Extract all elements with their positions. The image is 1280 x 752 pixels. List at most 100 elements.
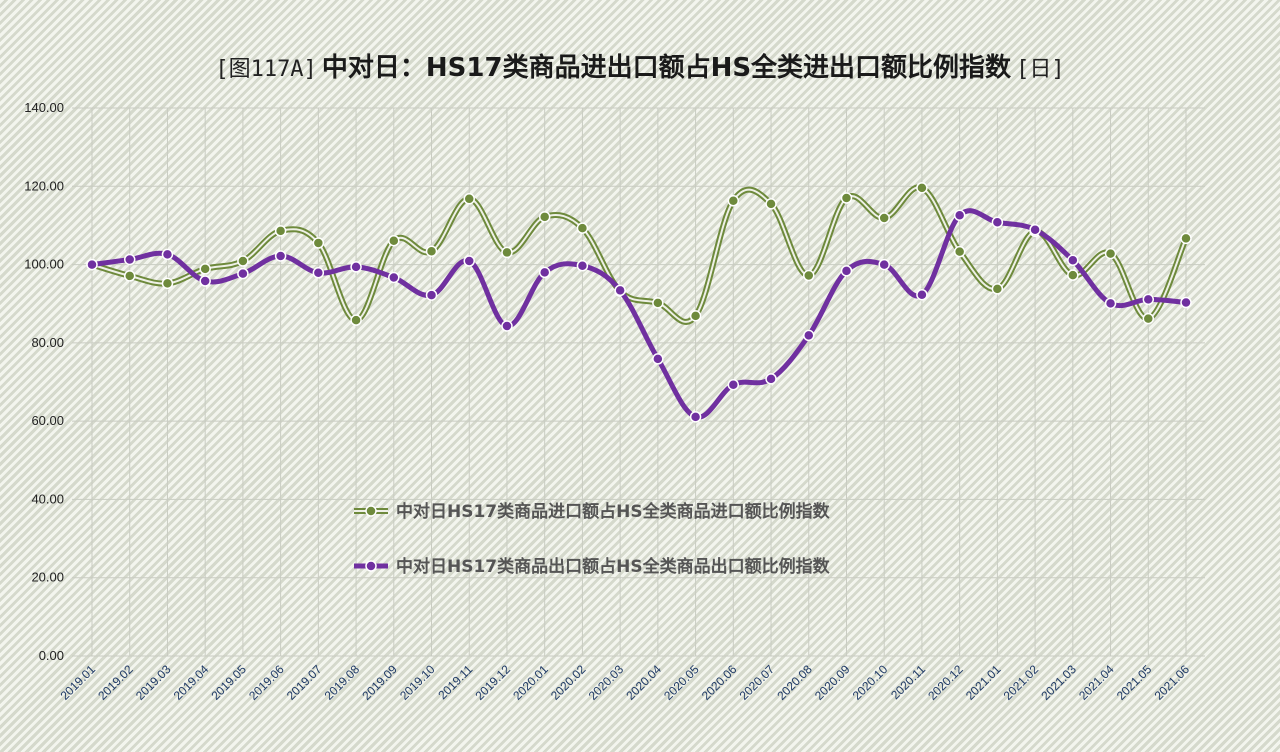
x-tick-label: 2021.01 [963, 662, 1004, 703]
data-point [538, 266, 551, 279]
x-tick-label: 2020.07 [737, 662, 778, 703]
data-point [614, 284, 626, 297]
x-tick-label: 2020.01 [510, 662, 551, 703]
legend-item-export: 中对日HS17类商品出口额占HS全类商品出口额比例指数 [354, 556, 831, 577]
data-point [463, 193, 475, 205]
series-line-outer [89, 184, 1189, 325]
data-point [123, 270, 136, 282]
x-tick-label: 2020.04 [623, 662, 664, 703]
data-point [991, 283, 1004, 295]
data-point [991, 216, 1004, 229]
x-tick-label: 2019.08 [322, 662, 363, 703]
x-tick-label: 2020.10 [850, 662, 891, 703]
x-tick-label: 2019.02 [95, 662, 136, 703]
data-point [1067, 269, 1079, 281]
data-point [1142, 312, 1155, 325]
data-point [501, 320, 513, 332]
chart-title: [图117A] 中对日：HS17类商品进出口额占HS全类进出口额比例指数 [日] [215, 52, 1064, 83]
legend-marker-export [365, 560, 377, 572]
data-point [350, 314, 362, 326]
series-lines [86, 182, 1192, 423]
data-point [652, 353, 664, 365]
data-point [463, 255, 475, 267]
x-tick-label: 2020.05 [661, 662, 702, 703]
data-point [878, 212, 890, 224]
legend-label-import: 中对日HS17类商品进口额占HS全类商品进口额比例指数 [396, 501, 831, 522]
data-point [538, 211, 551, 223]
y-tick-label: 100.00 [24, 257, 64, 272]
x-tick-label: 2020.06 [699, 662, 740, 703]
legend: 中对日HS17类商品进口额占HS全类商品进口额比例指数 中对日HS17类商品出口… [354, 501, 831, 577]
x-tick-label: 2020.11 [888, 662, 928, 702]
x-tick-label: 2019.06 [246, 662, 287, 703]
data-point [388, 234, 400, 247]
x-tick-label: 2020.12 [925, 662, 966, 703]
data-point [1142, 293, 1155, 306]
x-tick-label: 2019.10 [397, 662, 438, 703]
data-point [765, 373, 777, 385]
x-axis-ticks: 2019.012019.022019.032019.042019.052019.… [58, 662, 1193, 703]
x-tick-label: 2019.04 [171, 662, 212, 703]
title-prefix: [图117A] [215, 57, 316, 82]
y-tick-label: 80.00 [31, 335, 64, 350]
legend-label-export: 中对日HS17类商品出口额占HS全类商品出口额比例指数 [396, 556, 831, 577]
data-point [916, 288, 928, 301]
data-point [1029, 223, 1041, 236]
y-tick-label: 120.00 [24, 178, 64, 193]
x-tick-label: 2020.08 [774, 662, 815, 703]
data-point [953, 245, 966, 258]
x-tick-label: 2021.03 [1038, 662, 1079, 703]
data-point [689, 310, 702, 322]
data-point [727, 378, 740, 391]
data-point [237, 267, 249, 280]
data-point [312, 267, 325, 279]
x-tick-label: 2020.09 [812, 662, 853, 703]
data-point [953, 209, 966, 222]
data-point [199, 275, 211, 287]
data-point [1180, 296, 1192, 309]
data-point [425, 245, 438, 258]
y-tick-label: 140.00 [24, 100, 64, 115]
data-point [237, 255, 249, 267]
data-point [803, 269, 815, 282]
data-point [161, 277, 174, 290]
x-tick-label: 2019.12 [473, 662, 514, 703]
data-point [274, 250, 287, 262]
data-point [689, 411, 702, 423]
data-point [1067, 254, 1079, 267]
legend-marker-import [365, 505, 377, 517]
legend-item-import: 中对日HS17类商品进口额占HS全类商品进口额比例指数 [354, 501, 831, 522]
data-point [274, 225, 287, 237]
data-point [652, 297, 664, 309]
data-point [878, 258, 890, 271]
x-tick-label: 2019.05 [208, 662, 249, 703]
data-point [501, 246, 513, 259]
data-point [840, 265, 853, 277]
x-tick-label: 2019.03 [133, 662, 174, 703]
svg-text:[图117A] 中对日：HS17类商品进出口: [图117A] 中对日：HS17类商品进出口额占HS全类进出口额比例指数 [日] [215, 52, 1064, 83]
x-tick-label: 2021.06 [1152, 662, 1193, 703]
x-tick-label: 2019.11 [435, 662, 475, 702]
data-point [312, 237, 325, 249]
data-point [1180, 232, 1192, 245]
y-tick-label: 40.00 [31, 491, 64, 506]
y-tick-label: 0.00 [39, 648, 64, 663]
series-export [86, 208, 1192, 423]
title-main: 中对日：HS17类商品进出口额占HS全类进出口额比例指数 [322, 52, 1012, 83]
x-tick-label: 2020.03 [586, 662, 627, 703]
x-tick-label: 2019.07 [284, 662, 325, 703]
data-point [123, 253, 136, 266]
data-point [161, 248, 174, 261]
data-point [1104, 297, 1117, 310]
y-tick-label: 20.00 [31, 570, 64, 585]
data-point [199, 263, 211, 275]
data-point [576, 222, 589, 234]
data-point [576, 259, 589, 272]
data-point [388, 271, 400, 284]
data-point [840, 192, 853, 204]
y-axis-ticks: 0.00 20.00 40.00 60.00 80.00 100.00 120.00 140.… [24, 100, 64, 663]
data-point [350, 261, 362, 273]
data-point [765, 198, 777, 210]
